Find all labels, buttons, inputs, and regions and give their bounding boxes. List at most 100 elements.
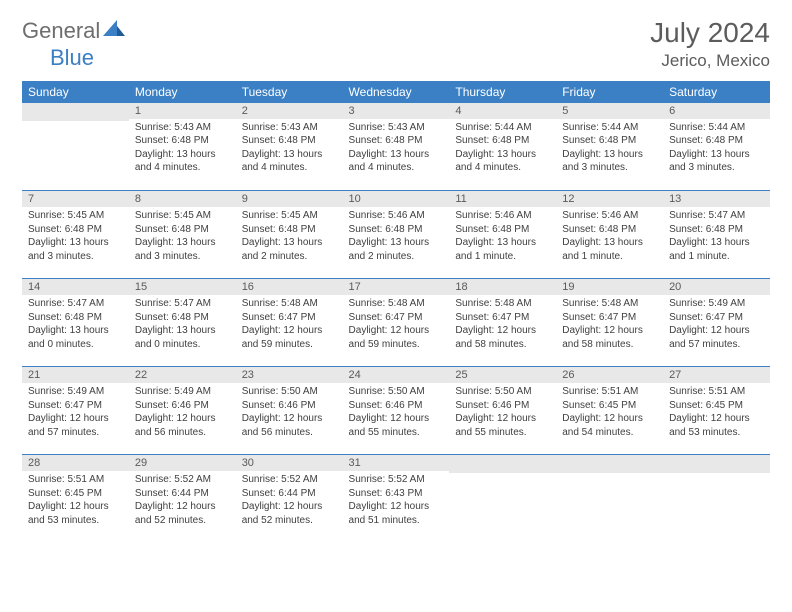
day-number: 26: [556, 367, 663, 383]
day-number: 11: [449, 191, 556, 207]
day-body: Sunrise: 5:51 AMSunset: 6:45 PMDaylight:…: [22, 471, 129, 531]
daylight-line: Daylight: 12 hours and 57 minutes.: [28, 412, 123, 439]
daylight-line: Daylight: 13 hours and 3 minutes.: [28, 236, 123, 263]
sunrise-line: Sunrise: 5:49 AM: [669, 297, 764, 311]
calendar-cell: 14Sunrise: 5:47 AMSunset: 6:48 PMDayligh…: [22, 279, 129, 367]
calendar-cell: 6 Sunrise: 5:44 AMSunset: 6:48 PMDaylight…: [663, 103, 770, 191]
logo: General: [22, 18, 127, 44]
daylight-line: Daylight: 13 hours and 1 minute.: [562, 236, 657, 263]
calendar-cell: 17Sunrise: 5:48 AMSunset: 6:47 PMDayligh…: [343, 279, 450, 367]
daylight-line: Daylight: 13 hours and 3 minutes.: [669, 148, 764, 175]
day-number: 27: [663, 367, 770, 383]
day-number: 30: [236, 455, 343, 471]
day-number: 1: [129, 103, 236, 119]
day-number: 6: [663, 103, 770, 119]
day-body: Sunrise: 5:46 AMSunset: 6:48 PMDaylight:…: [343, 207, 450, 267]
empty-day-header: [663, 455, 770, 473]
sunrise-line: Sunrise: 5:47 AM: [135, 297, 230, 311]
day-body: Sunrise: 5:48 AMSunset: 6:47 PMDaylight:…: [236, 295, 343, 355]
logo-triangle-icon: [103, 20, 125, 41]
day-number: 19: [556, 279, 663, 295]
sunset-line: Sunset: 6:43 PM: [349, 487, 444, 501]
calendar-cell: 27Sunrise: 5:51 AMSunset: 6:45 PMDayligh…: [663, 367, 770, 455]
calendar-week-row: 14Sunrise: 5:47 AMSunset: 6:48 PMDayligh…: [22, 279, 770, 367]
day-header: Monday: [129, 81, 236, 103]
day-number: 20: [663, 279, 770, 295]
calendar-cell: 30Sunrise: 5:52 AMSunset: 6:44 PMDayligh…: [236, 455, 343, 543]
empty-day-header: [449, 455, 556, 473]
daylight-line: Daylight: 12 hours and 58 minutes.: [562, 324, 657, 351]
calendar-week-row: 1Sunrise: 5:43 AMSunset: 6:48 PMDaylight…: [22, 103, 770, 191]
daylight-line: Daylight: 12 hours and 57 minutes.: [669, 324, 764, 351]
daylight-line: Daylight: 13 hours and 1 minute.: [455, 236, 550, 263]
day-header: Thursday: [449, 81, 556, 103]
calendar-cell: 18Sunrise: 5:48 AMSunset: 6:47 PMDayligh…: [449, 279, 556, 367]
sunrise-line: Sunrise: 5:44 AM: [669, 121, 764, 135]
day-body: Sunrise: 5:46 AMSunset: 6:48 PMDaylight:…: [449, 207, 556, 267]
sunset-line: Sunset: 6:48 PM: [455, 134, 550, 148]
day-body: Sunrise: 5:43 AMSunset: 6:48 PMDaylight:…: [343, 119, 450, 179]
day-number: 3: [343, 103, 450, 119]
sunset-line: Sunset: 6:48 PM: [562, 223, 657, 237]
sunrise-line: Sunrise: 5:45 AM: [242, 209, 337, 223]
day-header-row: Sunday Monday Tuesday Wednesday Thursday…: [22, 81, 770, 103]
sunset-line: Sunset: 6:46 PM: [455, 399, 550, 413]
daylight-line: Daylight: 13 hours and 2 minutes.: [242, 236, 337, 263]
day-number: 24: [343, 367, 450, 383]
sunrise-line: Sunrise: 5:52 AM: [135, 473, 230, 487]
sunset-line: Sunset: 6:48 PM: [562, 134, 657, 148]
sunset-line: Sunset: 6:47 PM: [562, 311, 657, 325]
day-number: 22: [129, 367, 236, 383]
sunrise-line: Sunrise: 5:43 AM: [349, 121, 444, 135]
day-body: Sunrise: 5:44 AMSunset: 6:48 PMDaylight:…: [556, 119, 663, 179]
daylight-line: Daylight: 12 hours and 52 minutes.: [242, 500, 337, 527]
sunset-line: Sunset: 6:46 PM: [242, 399, 337, 413]
calendar-cell: 3Sunrise: 5:43 AMSunset: 6:48 PMDaylight…: [343, 103, 450, 191]
daylight-line: Daylight: 13 hours and 0 minutes.: [135, 324, 230, 351]
daylight-line: Daylight: 13 hours and 4 minutes.: [242, 148, 337, 175]
day-number: 17: [343, 279, 450, 295]
daylight-line: Daylight: 12 hours and 54 minutes.: [562, 412, 657, 439]
daylight-line: Daylight: 13 hours and 2 minutes.: [349, 236, 444, 263]
calendar-cell: 15Sunrise: 5:47 AMSunset: 6:48 PMDayligh…: [129, 279, 236, 367]
calendar-cell: 7Sunrise: 5:45 AMSunset: 6:48 PMDaylight…: [22, 191, 129, 279]
logo-text-general: General: [22, 18, 100, 44]
calendar-cell: 20 Sunrise: 5:49 AMSunset: 6:47 PMDayligh…: [663, 279, 770, 367]
sunset-line: Sunset: 6:45 PM: [28, 487, 123, 501]
day-number: 16: [236, 279, 343, 295]
calendar-table: Sunday Monday Tuesday Wednesday Thursday…: [22, 81, 770, 543]
calendar-cell: 29Sunrise: 5:52 AMSunset: 6:44 PMDayligh…: [129, 455, 236, 543]
day-body: Sunrise: 5:51 AMSunset: 6:45 PMDaylight:…: [556, 383, 663, 443]
calendar-cell: 21Sunrise: 5:49 AMSunset: 6:47 PMDayligh…: [22, 367, 129, 455]
sunset-line: Sunset: 6:47 PM: [242, 311, 337, 325]
day-body: Sunrise: 5:45 AMSunset: 6:48 PMDaylight:…: [236, 207, 343, 267]
calendar-cell: 28Sunrise: 5:51 AMSunset: 6:45 PMDayligh…: [22, 455, 129, 543]
day-body: Sunrise: 5:48 AMSunset: 6:47 PMDaylight:…: [449, 295, 556, 355]
day-number: 12: [556, 191, 663, 207]
sunrise-line: Sunrise: 5:46 AM: [455, 209, 550, 223]
calendar-cell: [449, 455, 556, 543]
sunset-line: Sunset: 6:48 PM: [242, 223, 337, 237]
sunrise-line: Sunrise: 5:51 AM: [669, 385, 764, 399]
calendar-cell: 1Sunrise: 5:43 AMSunset: 6:48 PMDaylight…: [129, 103, 236, 191]
calendar-cell: [556, 455, 663, 543]
day-body: Sunrise: 5:46 AMSunset: 6:48 PMDaylight:…: [556, 207, 663, 267]
sunset-line: Sunset: 6:48 PM: [349, 223, 444, 237]
calendar-week-row: 28Sunrise: 5:51 AMSunset: 6:45 PMDayligh…: [22, 455, 770, 543]
day-body: Sunrise: 5:45 AMSunset: 6:48 PMDaylight:…: [22, 207, 129, 267]
sunrise-line: Sunrise: 5:50 AM: [349, 385, 444, 399]
sunrise-line: Sunrise: 5:47 AM: [28, 297, 123, 311]
sunset-line: Sunset: 6:47 PM: [669, 311, 764, 325]
sunrise-line: Sunrise: 5:52 AM: [242, 473, 337, 487]
calendar-cell: 13Sunrise: 5:47 AMSunset: 6:48 PMDayligh…: [663, 191, 770, 279]
sunrise-line: Sunrise: 5:52 AM: [349, 473, 444, 487]
daylight-line: Daylight: 12 hours and 56 minutes.: [242, 412, 337, 439]
sunrise-line: Sunrise: 5:48 AM: [455, 297, 550, 311]
sunset-line: Sunset: 6:48 PM: [349, 134, 444, 148]
sunset-line: Sunset: 6:48 PM: [135, 134, 230, 148]
sunrise-line: Sunrise: 5:48 AM: [562, 297, 657, 311]
daylight-line: Daylight: 13 hours and 3 minutes.: [562, 148, 657, 175]
day-number: 23: [236, 367, 343, 383]
sunrise-line: Sunrise: 5:44 AM: [562, 121, 657, 135]
sunset-line: Sunset: 6:48 PM: [669, 134, 764, 148]
